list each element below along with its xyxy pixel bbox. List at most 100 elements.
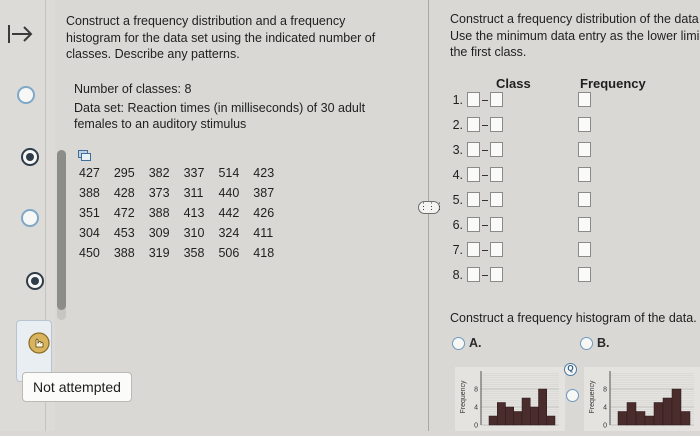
table-cell: 295 <box>113 166 135 180</box>
row-number: 2. <box>452 118 463 132</box>
class-lower-input[interactable] <box>467 117 480 132</box>
row-number: 3. <box>452 143 463 157</box>
class-lower-input[interactable] <box>467 242 480 257</box>
class-upper-input[interactable] <box>490 267 503 282</box>
row-number: 5. <box>452 193 463 207</box>
histogram-b-tick-label: 8 <box>603 387 607 394</box>
class-dash <box>482 225 488 226</box>
histogram-a: Frequency 0 4 8 <box>455 367 565 431</box>
instruction-line-3: the first class. <box>450 45 527 59</box>
frequency-input[interactable] <box>578 92 591 107</box>
class-lower-input[interactable] <box>467 217 480 232</box>
class-upper-input[interactable] <box>490 167 503 182</box>
frequency-input[interactable] <box>578 167 591 182</box>
frequency-input[interactable] <box>578 117 591 132</box>
class-dash <box>482 125 488 126</box>
histogram-b-svg: Frequency 0 4 8 <box>589 371 694 430</box>
table-cell: 358 <box>183 246 205 260</box>
class-lower-input[interactable] <box>467 167 480 182</box>
scrollbar-thumb[interactable] <box>57 150 66 310</box>
table-cell: 351 <box>79 206 100 220</box>
histogram-a-tick-label: 4 <box>474 405 478 412</box>
dataset-description: Data set: Reaction times (in millisecond… <box>74 101 366 131</box>
option-a-radio[interactable] <box>452 337 465 350</box>
option-b-label: B. <box>597 336 610 350</box>
class-upper-input[interactable] <box>490 217 503 232</box>
class-upper-input[interactable] <box>490 142 503 157</box>
table-cell: 472 <box>113 206 135 220</box>
histogram-b-bar <box>644 415 655 426</box>
radio-empty-icon[interactable] <box>17 86 35 104</box>
histogram-a-bar <box>488 415 498 426</box>
status-badge: Not attempted <box>22 372 132 402</box>
class-upper-input[interactable] <box>490 242 503 257</box>
class-dash <box>482 150 488 151</box>
histogram-b-bar <box>626 402 637 426</box>
instruction-line-1: Construct a frequency distribution of th… <box>450 12 699 26</box>
class-upper-input[interactable] <box>490 92 503 107</box>
option-a-label: A. <box>469 336 482 350</box>
class-lower-input[interactable] <box>467 92 480 107</box>
table-cell: 388 <box>148 206 170 220</box>
table-cell: 311 <box>183 186 204 200</box>
frequency-input[interactable] <box>578 242 591 257</box>
class-upper-input[interactable] <box>490 117 503 132</box>
number-of-classes: Number of classes: 8 <box>74 82 192 96</box>
class-lower-input[interactable] <box>467 192 480 207</box>
histogram-b-tick-label: 0 <box>603 423 607 430</box>
instruction-line-2: Use the minimum data entry as the lower … <box>450 28 700 43</box>
table-row: 388 428 373 311 440 387 <box>72 183 281 203</box>
histogram-prompt: Construct a frequency histogram of the d… <box>450 311 697 325</box>
class-lower-input[interactable] <box>467 142 480 157</box>
row-number: 7. <box>452 243 463 257</box>
radio-empty-icon[interactable] <box>21 209 39 227</box>
table-cell: 382 <box>148 166 170 180</box>
frequency-input[interactable] <box>578 142 591 157</box>
table-cell: 388 <box>79 186 100 200</box>
table-cell: 506 <box>218 246 240 260</box>
pane-divider <box>428 0 429 431</box>
rail-divider <box>45 0 46 431</box>
class-column-header: Class <box>496 76 531 91</box>
class-dash <box>482 175 488 176</box>
pane-resize-handle[interactable]: ⋮⋮⋮ <box>418 201 444 214</box>
class-lower-input[interactable] <box>467 267 480 282</box>
table-cell: 427 <box>79 166 100 180</box>
zoom-icon[interactable]: Q <box>564 363 577 376</box>
histogram-b-tick-label: 4 <box>603 405 607 412</box>
radio-filled-icon[interactable] <box>21 148 39 166</box>
class-dash <box>482 275 488 276</box>
arrow-right-to-bar-icon[interactable] <box>6 18 36 48</box>
histogram-a-tick-label: 8 <box>474 387 478 394</box>
frequency-input[interactable] <box>578 192 591 207</box>
histogram-b: Frequency 0 4 8 <box>584 367 700 431</box>
option-radio[interactable] <box>566 389 579 402</box>
frequency-input[interactable] <box>578 217 591 232</box>
option-b-radio[interactable] <box>580 337 593 350</box>
copy-data-icon[interactable] <box>78 150 91 161</box>
class-dash <box>482 100 488 101</box>
histogram-b-bar <box>671 388 682 426</box>
hand-pointer-icon[interactable] <box>28 332 50 354</box>
histogram-a-svg: Frequency 0 4 8 <box>460 371 559 430</box>
histogram-b-bar <box>635 411 646 426</box>
table-cell: 388 <box>113 246 135 260</box>
row-number: 4. <box>452 168 463 182</box>
radio-filled-icon[interactable] <box>26 272 44 290</box>
histogram-a-bar <box>513 411 523 426</box>
histogram-b-bar <box>617 411 628 426</box>
histogram-a-bar <box>530 406 539 426</box>
histogram-a-axis-label: Frequency <box>460 380 467 414</box>
table-cell: 337 <box>183 166 205 180</box>
table-row: 450 388 319 358 506 418 <box>72 243 281 263</box>
table-cell: 310 <box>183 226 205 240</box>
histogram-b-bar <box>680 411 691 426</box>
answer-instruction: Construct a frequency distribution of th… <box>450 11 700 61</box>
histogram-b-bar <box>662 397 673 426</box>
frequency-input[interactable] <box>578 267 591 282</box>
histogram-a-bar <box>505 406 514 426</box>
table-cell: 304 <box>79 226 100 240</box>
class-upper-input[interactable] <box>490 192 503 207</box>
table-cell: 387 <box>253 186 275 200</box>
table-row: 351 472 388 413 442 426 <box>72 203 281 223</box>
